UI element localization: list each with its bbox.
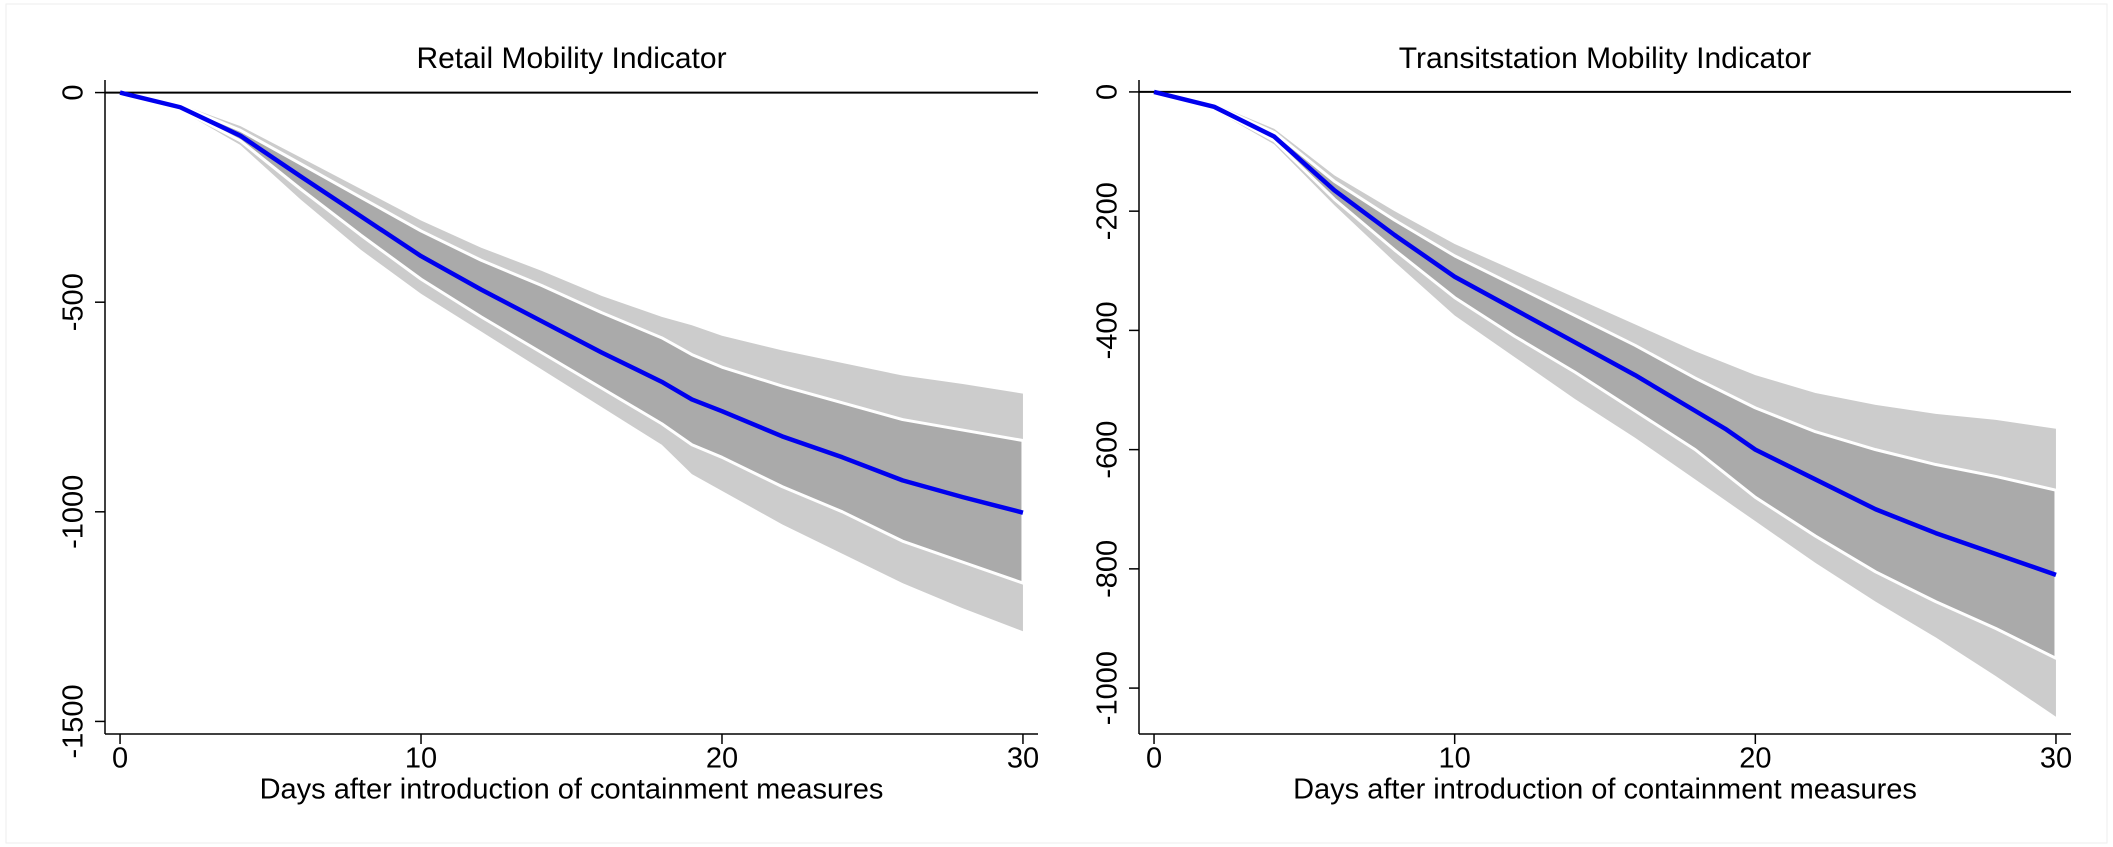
- x-tick-label: 20: [1739, 743, 1771, 775]
- x-tick-label: 20: [706, 743, 738, 775]
- y-tick-label: 0: [1092, 84, 1124, 100]
- y-tick-label: -500: [58, 273, 90, 331]
- y-tick-label: -200: [1092, 182, 1124, 240]
- y-tick-label: 0: [58, 85, 90, 101]
- confidence-band: [1154, 91, 2056, 717]
- y-tick-label: -1500: [58, 684, 90, 758]
- x-tick-label: 10: [1439, 743, 1471, 775]
- y-tick-label: -600: [1092, 421, 1124, 479]
- x-tick-label: 0: [1146, 743, 1162, 775]
- chart-title: Transitstation Mobility Indicator: [1399, 42, 1811, 75]
- y-tick-label: -1000: [1092, 651, 1124, 725]
- x-axis-label: Days after introduction of containment m…: [1293, 774, 1917, 806]
- x-tick-label: 30: [1007, 743, 1039, 775]
- line: [1153, 89, 2057, 577]
- chart-title: Retail Mobility Indicator: [416, 42, 726, 75]
- x-tick-label: 30: [2040, 743, 2072, 775]
- y-tick-label: -800: [1092, 540, 1124, 598]
- line: [119, 90, 1024, 515]
- y-tick-label: -400: [1092, 301, 1124, 359]
- y-tick-label: -1000: [58, 475, 90, 549]
- x-tick-label: 0: [112, 743, 128, 775]
- x-axis-label: Days after introduction of containment m…: [260, 774, 884, 806]
- x-tick-label: 10: [405, 743, 437, 775]
